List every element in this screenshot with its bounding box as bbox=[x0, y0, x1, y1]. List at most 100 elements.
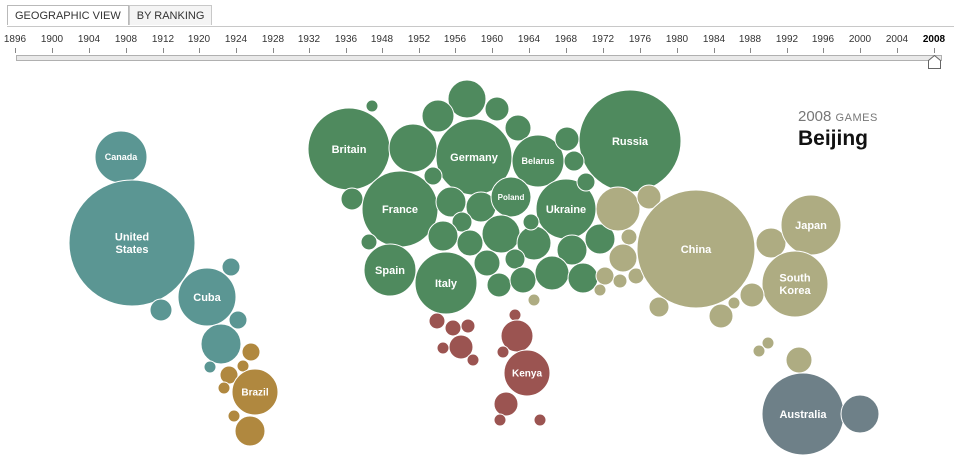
country-bubble[interactable] bbox=[739, 282, 765, 308]
country-bubble[interactable] bbox=[428, 312, 446, 330]
bubble-brazil[interactable] bbox=[231, 368, 279, 416]
country-bubble[interactable] bbox=[496, 345, 510, 359]
country-bubble[interactable] bbox=[427, 220, 459, 252]
country-bubble[interactable] bbox=[227, 409, 241, 423]
country-bubble[interactable] bbox=[527, 293, 541, 307]
country-bubble[interactable] bbox=[436, 341, 450, 355]
country-bubble[interactable] bbox=[576, 172, 596, 192]
country-bubble[interactable] bbox=[448, 334, 474, 360]
bubble-spain[interactable] bbox=[363, 243, 417, 297]
year-1964[interactable]: 1964 bbox=[517, 34, 541, 45]
bubble-kenya[interactable] bbox=[503, 349, 551, 397]
country-bubble[interactable] bbox=[567, 262, 599, 294]
country-bubble[interactable] bbox=[456, 229, 484, 257]
country-bubble[interactable] bbox=[360, 233, 378, 251]
country-bubble[interactable] bbox=[466, 353, 480, 367]
bubble-china[interactable] bbox=[636, 189, 756, 309]
country-bubble[interactable] bbox=[595, 266, 615, 286]
country-bubble[interactable] bbox=[484, 96, 510, 122]
country-bubble[interactable] bbox=[593, 283, 607, 297]
country-bubble[interactable] bbox=[620, 228, 638, 246]
country-bubble[interactable] bbox=[727, 296, 741, 310]
country-bubble[interactable] bbox=[481, 214, 521, 254]
country-bubble[interactable] bbox=[840, 394, 880, 434]
country-bubble[interactable] bbox=[228, 310, 248, 330]
country-bubble[interactable] bbox=[423, 166, 443, 186]
year-2004[interactable]: 2004 bbox=[885, 34, 909, 45]
country-bubble[interactable] bbox=[509, 266, 537, 294]
country-bubble[interactable] bbox=[752, 344, 766, 358]
year-1924[interactable]: 1924 bbox=[224, 34, 248, 45]
country-bubble[interactable] bbox=[486, 272, 512, 298]
year-1920[interactable]: 1920 bbox=[187, 34, 211, 45]
year-1952[interactable]: 1952 bbox=[407, 34, 431, 45]
country-bubble[interactable] bbox=[708, 303, 734, 329]
country-bubble[interactable] bbox=[636, 184, 662, 210]
country-bubble[interactable] bbox=[365, 99, 379, 113]
country-bubble[interactable] bbox=[554, 126, 580, 152]
timeline-slider-track[interactable] bbox=[16, 55, 942, 61]
country-bubble[interactable] bbox=[493, 413, 507, 427]
country-bubble[interactable] bbox=[785, 346, 813, 374]
country-bubble[interactable] bbox=[504, 248, 526, 270]
bubble-cuba[interactable] bbox=[177, 267, 237, 327]
country-bubble[interactable] bbox=[200, 323, 242, 365]
country-bubble[interactable] bbox=[755, 227, 787, 259]
country-bubble[interactable] bbox=[563, 150, 585, 172]
year-1900[interactable]: 1900 bbox=[40, 34, 64, 45]
country-bubble[interactable] bbox=[241, 342, 261, 362]
country-bubble[interactable] bbox=[612, 273, 628, 289]
country-bubble[interactable] bbox=[149, 298, 173, 322]
country-bubble[interactable] bbox=[234, 415, 266, 447]
tab-geographic-view[interactable]: GEOGRAPHIC VIEW bbox=[7, 5, 129, 25]
country-bubble[interactable] bbox=[388, 123, 438, 173]
year-2008[interactable]: 2008 bbox=[922, 34, 946, 45]
year-1992[interactable]: 1992 bbox=[775, 34, 799, 45]
year-1972[interactable]: 1972 bbox=[591, 34, 615, 45]
country-bubble[interactable] bbox=[608, 243, 638, 273]
country-bubble[interactable] bbox=[447, 79, 487, 119]
country-bubble[interactable] bbox=[534, 255, 570, 291]
year-1948[interactable]: 1948 bbox=[370, 34, 394, 45]
year-1956[interactable]: 1956 bbox=[443, 34, 467, 45]
country-bubble[interactable] bbox=[648, 296, 670, 318]
country-bubble[interactable] bbox=[533, 413, 547, 427]
bubble-south-korea[interactable] bbox=[761, 250, 829, 318]
country-bubble[interactable] bbox=[217, 381, 231, 395]
country-bubble[interactable] bbox=[340, 187, 364, 211]
year-1968[interactable]: 1968 bbox=[554, 34, 578, 45]
country-bubble[interactable] bbox=[221, 257, 241, 277]
year-1960[interactable]: 1960 bbox=[480, 34, 504, 45]
year-1936[interactable]: 1936 bbox=[334, 34, 358, 45]
country-bubble[interactable] bbox=[460, 318, 476, 334]
country-bubble[interactable] bbox=[421, 99, 455, 133]
country-bubble[interactable] bbox=[508, 308, 522, 322]
country-bubble[interactable] bbox=[584, 223, 616, 255]
country-bubble[interactable] bbox=[556, 234, 588, 266]
year-1976[interactable]: 1976 bbox=[628, 34, 652, 45]
year-1928[interactable]: 1928 bbox=[261, 34, 285, 45]
year-1932[interactable]: 1932 bbox=[297, 34, 321, 45]
year-1996[interactable]: 1996 bbox=[811, 34, 835, 45]
year-1896[interactable]: 1896 bbox=[3, 34, 27, 45]
country-bubble[interactable] bbox=[504, 114, 532, 142]
country-bubble[interactable] bbox=[444, 319, 462, 337]
country-bubble[interactable] bbox=[435, 186, 467, 218]
tab-by-ranking[interactable]: BY RANKING bbox=[128, 5, 213, 25]
year-1980[interactable]: 1980 bbox=[665, 34, 689, 45]
country-bubble[interactable] bbox=[203, 360, 217, 374]
country-bubble[interactable] bbox=[595, 186, 641, 232]
country-bubble[interactable] bbox=[451, 211, 473, 233]
bubble-united-states[interactable] bbox=[68, 179, 196, 307]
year-1908[interactable]: 1908 bbox=[114, 34, 138, 45]
bubble-poland[interactable] bbox=[490, 176, 532, 218]
country-bubble[interactable] bbox=[473, 249, 501, 277]
timeline-slider-handle[interactable] bbox=[928, 55, 941, 69]
year-1904[interactable]: 1904 bbox=[77, 34, 101, 45]
country-bubble[interactable] bbox=[493, 391, 519, 417]
country-bubble[interactable] bbox=[761, 336, 775, 350]
country-bubble[interactable] bbox=[522, 213, 540, 231]
year-2000[interactable]: 2000 bbox=[848, 34, 872, 45]
bubble-italy[interactable] bbox=[414, 251, 478, 315]
year-1988[interactable]: 1988 bbox=[738, 34, 762, 45]
